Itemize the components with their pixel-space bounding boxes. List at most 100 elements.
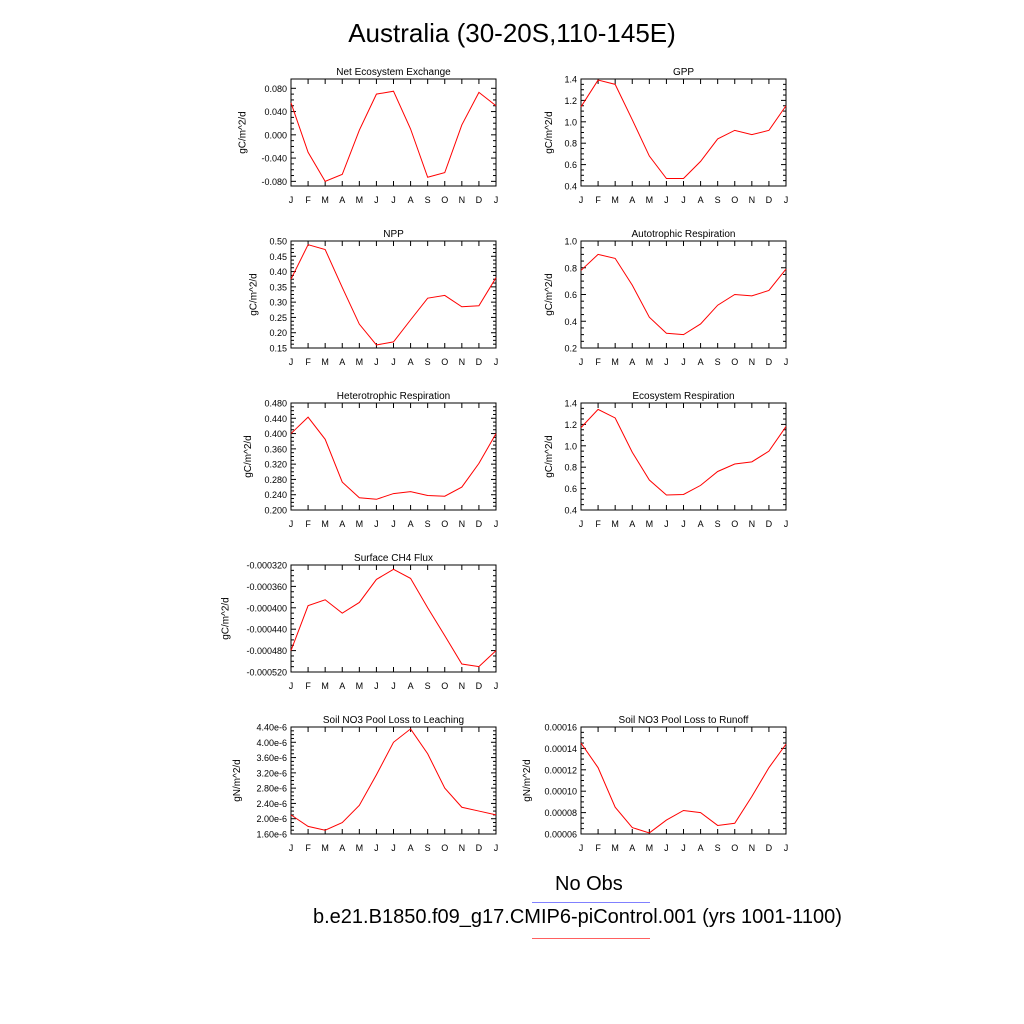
y-axis-label: gC/m^2/d xyxy=(243,435,254,478)
y-tick-label: 0.00012 xyxy=(544,765,577,775)
x-tick-label: F xyxy=(595,519,601,529)
y-tick-label: -0.000440 xyxy=(246,625,287,635)
x-tick-label: A xyxy=(408,519,414,529)
x-tick-label: N xyxy=(459,843,466,853)
x-tick-label: O xyxy=(441,843,448,853)
x-tick-label: S xyxy=(715,519,721,529)
x-tick-label: O xyxy=(731,519,738,529)
x-tick-label: J xyxy=(374,681,379,691)
legend-obs-label: No Obs xyxy=(555,873,623,895)
x-tick-label: D xyxy=(476,519,483,529)
y-tick-label: 0.8 xyxy=(564,139,577,149)
x-tick-label: J xyxy=(391,195,396,205)
series-line xyxy=(290,244,497,346)
x-tick-label: A xyxy=(408,195,414,205)
panel-title: Net Ecosystem Exchange xyxy=(336,67,451,78)
series-line xyxy=(580,742,787,834)
x-tick-label: J xyxy=(494,843,499,853)
x-tick-label: M xyxy=(646,357,654,367)
x-tick-label: J xyxy=(579,519,584,529)
x-tick-label: O xyxy=(441,519,448,529)
y-axis-label: gC/m^2/d xyxy=(237,111,248,154)
x-tick-label: J xyxy=(374,195,379,205)
y-tick-label: 0.45 xyxy=(269,252,287,262)
x-tick-label: F xyxy=(305,357,311,367)
y-tick-label: 0.50 xyxy=(269,237,287,247)
y-tick-label: 0.8 xyxy=(564,463,577,473)
panel-soil-no3-pool-loss-to-leaching: Soil NO3 Pool Loss to Leaching gN/m^2/d J F… xyxy=(232,715,498,853)
x-tick-label: M xyxy=(321,681,329,691)
y-tick-label: 1.2 xyxy=(564,96,577,106)
x-tick-label: M xyxy=(356,519,364,529)
x-tick-label: D xyxy=(766,195,773,205)
y-tick-label: -0.000360 xyxy=(246,582,287,592)
y-tick-label: 0.25 xyxy=(269,313,287,323)
x-tick-label: A xyxy=(629,195,635,205)
x-tick-label: M xyxy=(611,195,619,205)
y-axis-label: gN/m^2/d xyxy=(232,759,243,802)
y-tick-label: 0.360 xyxy=(264,444,287,454)
x-tick-label: F xyxy=(595,843,601,853)
y-axis-label: gC/m^2/d xyxy=(544,111,555,154)
y-tick-label: 0.00016 xyxy=(544,723,577,733)
series-line xyxy=(290,728,497,831)
x-tick-label: J xyxy=(289,843,294,853)
x-tick-label: J xyxy=(374,519,379,529)
x-tick-label: J xyxy=(681,843,686,853)
x-tick-label: M xyxy=(321,519,329,529)
x-tick-label: J xyxy=(289,357,294,367)
x-tick-label: A xyxy=(698,195,704,205)
y-tick-label: 3.60e-6 xyxy=(256,753,287,763)
series-line xyxy=(580,408,787,496)
x-tick-label: J xyxy=(391,357,396,367)
x-tick-label: J xyxy=(289,195,294,205)
x-tick-label: J xyxy=(681,357,686,367)
x-tick-label: J xyxy=(391,843,396,853)
x-tick-label: A xyxy=(408,843,414,853)
x-tick-label: M xyxy=(356,681,364,691)
series-line xyxy=(290,416,497,500)
y-tick-label: 0.4 xyxy=(564,317,577,327)
x-tick-label: F xyxy=(305,519,311,529)
x-tick-label: N xyxy=(459,519,466,529)
x-tick-label: J xyxy=(494,681,499,691)
x-tick-label: N xyxy=(749,195,756,205)
legend-model-line xyxy=(532,938,650,939)
x-tick-label: D xyxy=(766,519,773,529)
x-tick-label: M xyxy=(356,195,364,205)
y-tick-label: 0.320 xyxy=(264,460,287,470)
x-tick-label: J xyxy=(579,843,584,853)
y-tick-label: -0.000400 xyxy=(246,603,287,613)
y-axis-label: gC/m^2/d xyxy=(544,273,555,316)
y-tick-label: 4.40e-6 xyxy=(256,723,287,733)
x-tick-label: J xyxy=(681,519,686,529)
x-tick-label: J xyxy=(579,357,584,367)
x-tick-label: A xyxy=(339,195,345,205)
x-tick-label: M xyxy=(646,195,654,205)
x-tick-label: M xyxy=(611,357,619,367)
x-tick-label: M xyxy=(611,519,619,529)
x-tick-label: M xyxy=(321,357,329,367)
x-tick-label: A xyxy=(339,357,345,367)
x-tick-label: M xyxy=(321,843,329,853)
y-tick-label: -0.040 xyxy=(261,154,287,164)
x-tick-label: M xyxy=(321,195,329,205)
y-tick-label: 3.20e-6 xyxy=(256,768,287,778)
y-tick-label: 1.4 xyxy=(564,399,577,409)
x-tick-label: S xyxy=(425,519,431,529)
panel-title: GPP xyxy=(673,67,694,78)
y-tick-label: 0.8 xyxy=(564,263,577,273)
x-tick-label: S xyxy=(715,357,721,367)
series-line xyxy=(290,90,497,182)
y-tick-label: 0.35 xyxy=(269,282,287,292)
x-tick-label: F xyxy=(305,195,311,205)
y-tick-label: 1.0 xyxy=(564,237,577,247)
x-tick-label: S xyxy=(425,681,431,691)
x-tick-label: M xyxy=(356,843,364,853)
panel-title: Soil NO3 Pool Loss to Leaching xyxy=(323,715,464,726)
x-tick-label: J xyxy=(784,195,789,205)
y-tick-label: 0.200 xyxy=(264,506,287,516)
